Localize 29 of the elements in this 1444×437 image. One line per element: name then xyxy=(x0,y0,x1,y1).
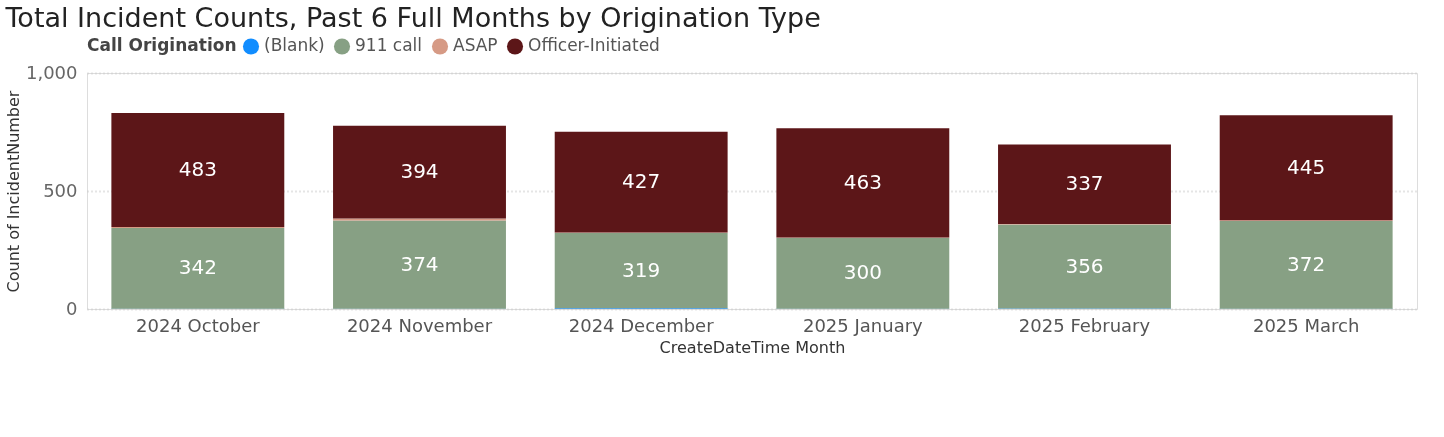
data-label: 337 xyxy=(1065,171,1104,196)
y-tick-label: 1,000 xyxy=(25,61,78,83)
legend-title: Call Origination xyxy=(87,35,237,55)
data-label: 342 xyxy=(178,255,217,280)
legend-label: (Blank) xyxy=(264,35,325,56)
legend-label: ASAP xyxy=(453,35,498,56)
x-tick-label: 2025 January xyxy=(802,314,924,336)
x-tick-label: 2025 February xyxy=(1018,314,1151,336)
data-label: 463 xyxy=(843,169,882,194)
data-label: 372 xyxy=(1287,251,1326,276)
data-label: 483 xyxy=(178,157,217,182)
x-tick-label: 2024 December xyxy=(568,314,715,336)
chart-title: Total Incident Counts, Past 6 Full Months by Origination Type xyxy=(4,2,821,33)
x-tick-label: 2025 March xyxy=(1252,314,1360,336)
x-axis-title: CreateDateTime Month xyxy=(659,337,846,357)
y-tick-label: 500 xyxy=(43,179,78,201)
data-label: 445 xyxy=(1287,154,1326,179)
legend-label: 911 call xyxy=(355,35,423,56)
x-tick-label: 2024 October xyxy=(136,314,261,336)
y-tick-label: 0 xyxy=(66,297,78,319)
data-label: 319 xyxy=(622,257,661,282)
x-tick-label: 2024 November xyxy=(346,314,493,336)
data-label: 427 xyxy=(622,169,661,194)
data-label: 394 xyxy=(400,159,439,184)
data-label: 300 xyxy=(843,260,882,285)
legend-label: Officer-Initiated xyxy=(528,35,660,56)
data-label: 374 xyxy=(400,251,439,276)
data-label: 356 xyxy=(1065,253,1104,278)
y-axis-title: Count of IncidentNumber xyxy=(3,90,23,293)
